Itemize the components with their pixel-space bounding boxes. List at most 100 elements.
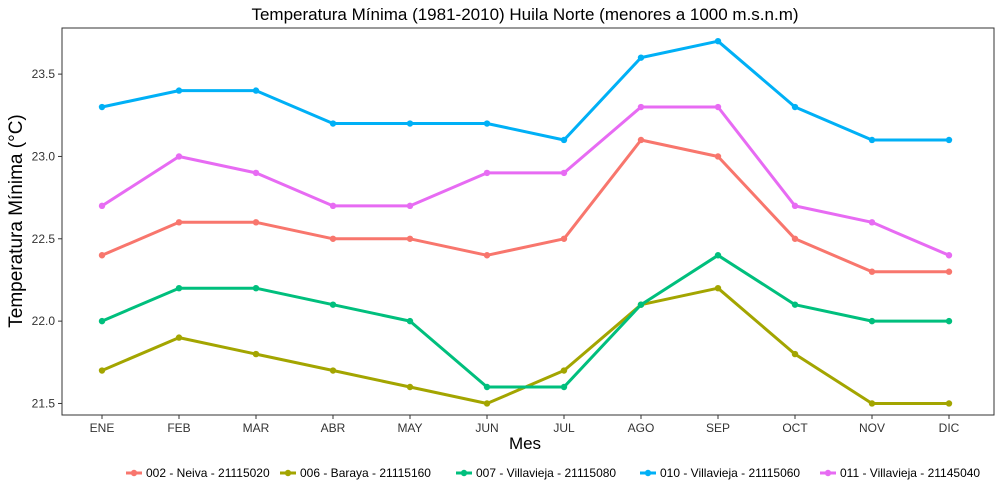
data-point <box>868 219 876 226</box>
series-group <box>98 252 953 391</box>
data-point <box>483 252 491 259</box>
data-point <box>560 235 568 242</box>
x-tick-label: FEB <box>167 421 190 435</box>
series-group <box>98 103 953 259</box>
data-point <box>406 317 414 325</box>
x-tick-label: JUL <box>553 421 575 435</box>
legend-item: 007 - Villavieja - 21115080 <box>456 466 616 480</box>
data-point <box>945 268 953 275</box>
data-point <box>945 400 953 407</box>
legend-swatch-point <box>130 469 138 477</box>
x-tick-label: DIC <box>939 421 960 435</box>
data-point <box>406 120 414 127</box>
legend-swatch-point <box>284 469 292 477</box>
data-point <box>483 400 491 407</box>
legend-label: 006 - Baraya - 21115160 <box>300 466 431 480</box>
y-axis-title: Temperatura Mínima (°C) <box>6 114 27 327</box>
data-point <box>945 136 953 144</box>
data-point <box>175 219 183 226</box>
data-point <box>483 383 491 391</box>
data-point <box>175 87 183 94</box>
data-point <box>98 103 106 111</box>
x-tick-label: JUN <box>475 421 498 435</box>
x-tick-label: ABR <box>321 421 346 435</box>
data-point <box>868 400 876 407</box>
x-axis: ENE FEB MAR ABR MAY JUN JUL AGO SEP OCT NOV DIC <box>90 415 960 435</box>
legend-item: 002 - Neiva - 21115020 <box>126 466 270 480</box>
data-point <box>560 136 568 144</box>
data-point <box>98 252 106 259</box>
data-point <box>714 37 722 45</box>
data-point <box>791 350 799 358</box>
data-point <box>637 103 645 111</box>
x-tick-label: NOV <box>859 421 885 435</box>
data-point <box>252 350 260 358</box>
data-point <box>560 367 568 374</box>
data-point <box>868 136 876 144</box>
x-tick-label: ENE <box>90 421 115 435</box>
legend-swatch-point <box>644 469 652 477</box>
series-group <box>98 37 953 144</box>
series-line <box>101 39 949 142</box>
data-point <box>329 367 337 374</box>
series-line <box>101 253 949 389</box>
y-tick-label: 23.5 <box>32 67 56 81</box>
data-point <box>98 202 106 210</box>
data-point <box>560 383 568 391</box>
y-tick-label: 23.0 <box>32 149 56 163</box>
data-point <box>714 103 722 111</box>
legend-item: 006 - Baraya - 21115160 <box>280 466 431 480</box>
data-point <box>791 103 799 111</box>
series-layer <box>98 37 953 407</box>
data-point <box>868 268 876 275</box>
y-tick-label: 21.5 <box>32 396 56 410</box>
chart-title: Temperatura Mínima (1981-2010) Huila Nor… <box>251 5 798 24</box>
legend-label: 010 - Villavieja - 21115060 <box>660 466 800 480</box>
data-point <box>252 87 260 94</box>
data-point <box>98 317 106 325</box>
data-point <box>98 367 106 374</box>
series-line <box>101 138 949 274</box>
x-tick-label: AGO <box>628 421 655 435</box>
legend-label: 011 - Villavieja - 21145040 <box>840 466 980 480</box>
data-point <box>637 54 645 61</box>
data-point <box>483 120 491 127</box>
x-axis-title: Mes <box>509 434 541 453</box>
data-point <box>175 153 183 160</box>
data-point <box>329 301 337 308</box>
x-tick-label: MAR <box>243 421 270 435</box>
data-point <box>406 202 414 210</box>
data-point <box>329 235 337 242</box>
legend-label: 002 - Neiva - 21115020 <box>146 466 270 480</box>
data-point <box>483 169 491 177</box>
data-point <box>637 136 645 144</box>
series-line <box>101 105 950 257</box>
data-point <box>868 317 876 325</box>
series-group <box>98 136 953 275</box>
data-point <box>714 284 722 292</box>
data-point <box>791 235 799 242</box>
data-point <box>945 317 953 325</box>
legend-swatch-point <box>460 469 468 477</box>
data-point <box>791 301 799 308</box>
x-tick-label: MAY <box>397 421 422 435</box>
y-tick-label: 22.0 <box>32 314 56 328</box>
legend-item: 011 - Villavieja - 21145040 <box>820 466 980 480</box>
y-axis: 21.5 22.0 22.5 23.0 23.5 <box>32 67 62 410</box>
data-point <box>791 202 799 210</box>
data-point <box>252 284 260 292</box>
data-point <box>175 284 183 292</box>
legend: 002 - Neiva - 21115020 006 - Baraya - 211… <box>126 466 980 480</box>
data-point <box>406 235 414 242</box>
legend-swatch-point <box>824 469 832 477</box>
x-tick-label: SEP <box>706 421 730 435</box>
data-point <box>175 334 183 341</box>
data-point <box>637 301 645 308</box>
y-tick-label: 22.5 <box>32 232 56 246</box>
data-point <box>406 383 414 391</box>
x-tick-label: OCT <box>782 421 808 435</box>
data-point <box>252 169 260 177</box>
data-point <box>252 219 260 226</box>
data-point <box>560 169 568 177</box>
